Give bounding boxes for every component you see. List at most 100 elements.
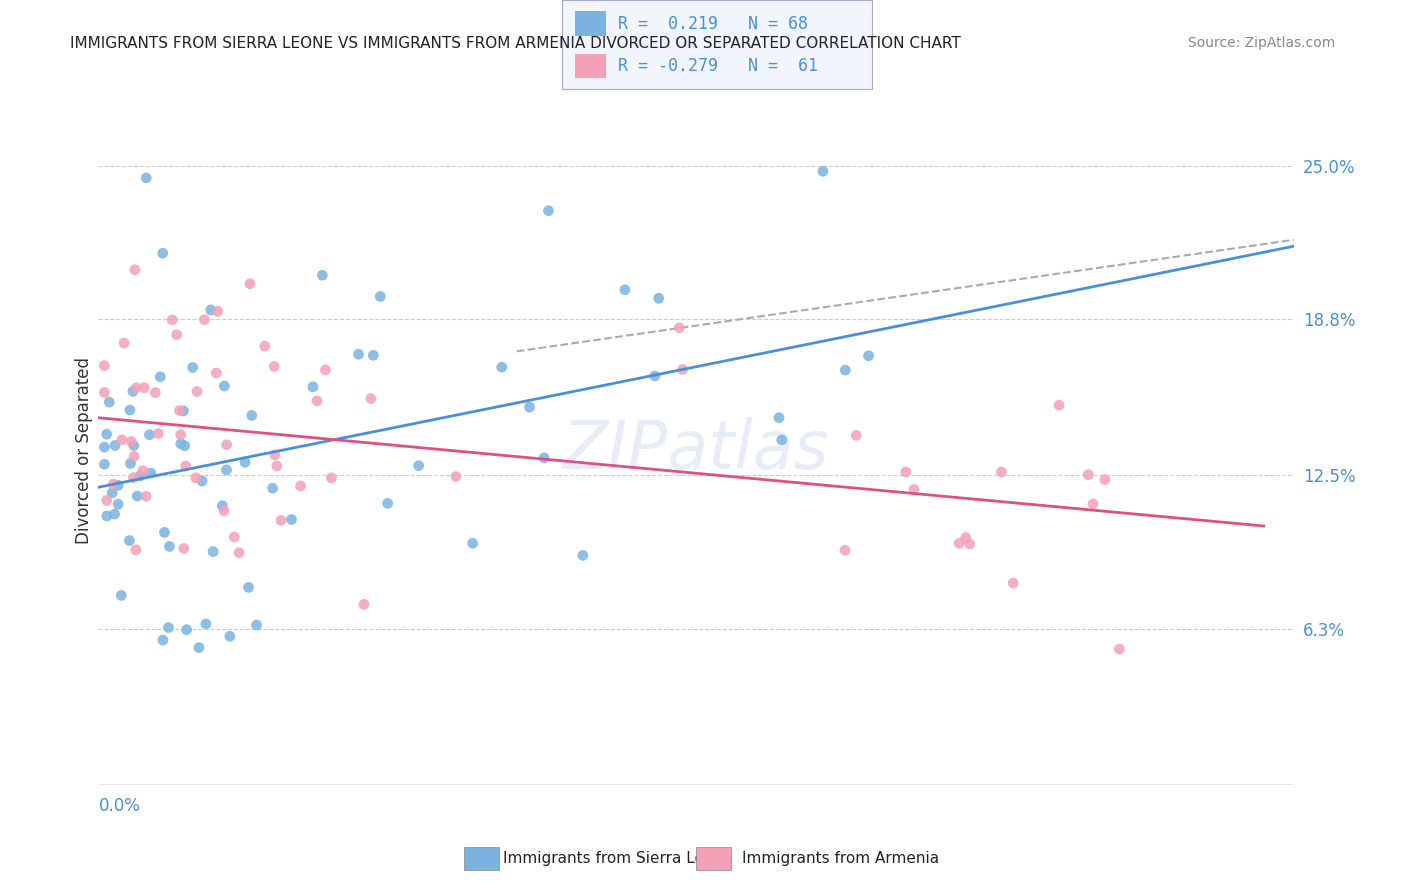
Point bbox=[408, 458, 430, 473]
Text: 0.0%: 0.0% bbox=[98, 797, 141, 815]
Point bbox=[173, 439, 195, 453]
Point bbox=[215, 438, 238, 452]
Text: Immigrants from Sierra Leone: Immigrants from Sierra Leone bbox=[503, 852, 733, 866]
Point bbox=[1077, 467, 1099, 482]
Point bbox=[166, 327, 188, 342]
Point bbox=[135, 170, 157, 185]
Point bbox=[834, 543, 856, 558]
Point bbox=[1002, 576, 1025, 591]
Point bbox=[533, 450, 555, 465]
Point bbox=[811, 164, 834, 178]
Point bbox=[207, 304, 229, 318]
Point bbox=[107, 497, 129, 511]
Point bbox=[647, 291, 669, 305]
Point bbox=[613, 283, 636, 297]
Point bbox=[668, 321, 690, 335]
Point bbox=[191, 474, 214, 488]
Point bbox=[212, 504, 235, 518]
Point bbox=[290, 479, 312, 493]
Point bbox=[176, 623, 198, 637]
Point bbox=[233, 455, 256, 469]
Point bbox=[858, 349, 880, 363]
Point bbox=[93, 359, 115, 373]
Point bbox=[219, 629, 242, 643]
Point bbox=[103, 507, 125, 521]
Point bbox=[347, 347, 370, 361]
Point bbox=[124, 262, 146, 277]
FancyBboxPatch shape bbox=[575, 54, 606, 78]
Point bbox=[152, 633, 174, 648]
Point bbox=[211, 499, 233, 513]
Text: IMMIGRANTS FROM SIERRA LEONE VS IMMIGRANTS FROM ARMENIA DIVORCED OR SEPARATED CO: IMMIGRANTS FROM SIERRA LEONE VS IMMIGRAN… bbox=[70, 36, 962, 51]
Point bbox=[834, 363, 856, 377]
Point bbox=[96, 427, 118, 442]
Point bbox=[360, 392, 382, 406]
Point bbox=[1047, 398, 1070, 412]
Point bbox=[200, 302, 222, 317]
Point bbox=[127, 489, 149, 503]
Point bbox=[491, 360, 513, 375]
Point bbox=[157, 620, 180, 634]
Point bbox=[129, 468, 152, 483]
Point bbox=[134, 381, 156, 395]
Point bbox=[184, 471, 207, 485]
Text: Source: ZipAtlas.com: Source: ZipAtlas.com bbox=[1188, 36, 1336, 50]
Point bbox=[245, 618, 267, 632]
Point bbox=[519, 400, 541, 414]
Point bbox=[368, 289, 391, 303]
Point bbox=[139, 466, 162, 480]
Point bbox=[143, 385, 166, 400]
Point bbox=[135, 489, 157, 503]
Point bbox=[125, 381, 148, 395]
Point bbox=[159, 540, 181, 554]
Point bbox=[959, 537, 981, 551]
Point bbox=[280, 512, 302, 526]
Point bbox=[181, 360, 204, 375]
Point bbox=[186, 384, 208, 399]
Point bbox=[132, 464, 155, 478]
Point bbox=[262, 481, 284, 495]
Point bbox=[96, 493, 118, 508]
Point bbox=[93, 385, 115, 400]
Point bbox=[187, 640, 209, 655]
Point bbox=[122, 450, 145, 464]
Point bbox=[125, 542, 148, 557]
Point bbox=[174, 458, 197, 473]
Point bbox=[894, 465, 917, 479]
Point bbox=[118, 533, 141, 548]
Point bbox=[104, 438, 127, 452]
Point bbox=[107, 478, 129, 492]
Point bbox=[266, 458, 288, 473]
Point bbox=[170, 437, 193, 451]
Y-axis label: Divorced or Separated: Divorced or Separated bbox=[75, 357, 93, 544]
Point bbox=[98, 395, 121, 409]
Point bbox=[112, 336, 135, 351]
Point bbox=[537, 203, 560, 218]
Point bbox=[152, 246, 174, 260]
Point bbox=[193, 312, 215, 326]
Point bbox=[572, 549, 595, 563]
Point bbox=[120, 434, 142, 449]
Point bbox=[948, 536, 970, 550]
Point bbox=[845, 428, 868, 442]
Point bbox=[205, 366, 228, 380]
Point bbox=[238, 580, 260, 594]
Text: R = -0.279   N =  61: R = -0.279 N = 61 bbox=[619, 57, 818, 75]
Point bbox=[444, 469, 467, 483]
Point bbox=[111, 433, 134, 447]
Point bbox=[173, 541, 195, 556]
Point bbox=[311, 268, 333, 283]
Point bbox=[120, 457, 142, 471]
Point bbox=[153, 525, 176, 540]
Point bbox=[101, 486, 124, 500]
Point bbox=[149, 369, 172, 384]
Point bbox=[93, 440, 115, 454]
Point bbox=[903, 483, 925, 497]
Point bbox=[169, 403, 191, 417]
Text: ZIPatlas: ZIPatlas bbox=[562, 417, 830, 483]
Point bbox=[93, 458, 115, 472]
Point bbox=[240, 409, 263, 423]
Point bbox=[162, 313, 184, 327]
Text: R =  0.219   N = 68: R = 0.219 N = 68 bbox=[619, 15, 808, 33]
Point bbox=[672, 362, 695, 376]
